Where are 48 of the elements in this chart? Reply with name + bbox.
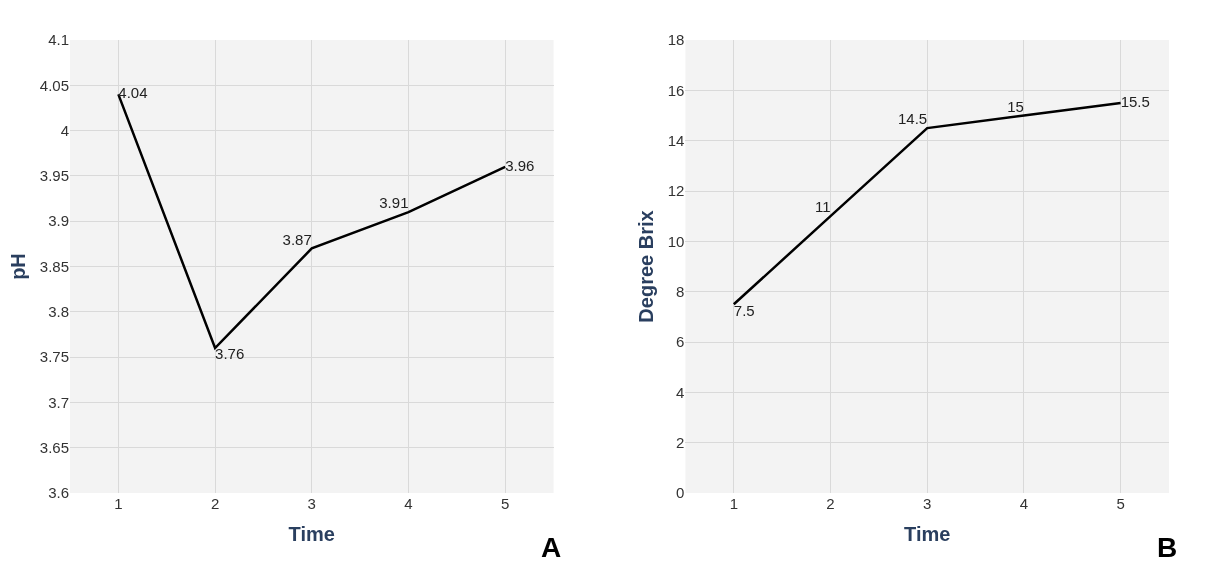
data-label: 3.76	[215, 345, 245, 363]
x-tick-label: 1	[729, 495, 738, 512]
x-tick-label: 4	[1019, 495, 1029, 512]
x-tick-label: 5	[1116, 495, 1125, 512]
x-tick-label: 1	[114, 495, 123, 512]
y-tick-label: 3.65	[39, 438, 69, 456]
y-tick-label: 3.95	[39, 167, 69, 185]
y-tick-label: 3.8	[48, 303, 69, 321]
text: A	[541, 532, 562, 563]
data-label: 3.96	[505, 156, 535, 174]
y-tick-label: 10	[667, 232, 685, 250]
y-tick-label: 16	[667, 81, 685, 99]
y-tick-label: 2	[676, 433, 685, 451]
y-axis-title: pH	[7, 253, 30, 280]
x-axis-title: Time	[288, 522, 335, 545]
y-axis-title: Degree Brix	[635, 210, 658, 323]
x-tick-label: 2	[210, 495, 220, 512]
x-tick-label: 4	[404, 495, 413, 512]
y-tick-label: 18	[667, 31, 685, 49]
y-tick-label: 3.7	[48, 393, 69, 411]
x-tick-label: 5	[501, 495, 510, 512]
y-tick-label: 3.75	[39, 348, 69, 366]
y-tick-label: 4.1	[48, 31, 69, 49]
y-tick-label: 3.85	[39, 257, 69, 275]
y-tick-label: 12	[667, 182, 685, 200]
y-tick-label: 14	[667, 131, 685, 149]
data-label: 11	[814, 198, 831, 216]
data-label: 14.5	[898, 110, 928, 128]
x-tick-label: 3	[923, 495, 932, 512]
line-series	[732, 101, 1122, 306]
text: B	[1157, 532, 1178, 563]
data-label: 7.5	[733, 301, 755, 319]
y-tick-label: 3.9	[48, 212, 69, 230]
data-label: 3.91	[379, 194, 409, 212]
x-axis-title: Time	[904, 522, 951, 545]
x-tick-label: 3	[307, 495, 316, 512]
data-label: 15	[1007, 97, 1024, 115]
data-label: 4.04	[118, 84, 148, 102]
y-tick-label: 4.05	[39, 76, 69, 94]
y-tick-label: 3.6	[48, 484, 69, 502]
y-tick-label: 0	[676, 484, 685, 502]
data-label: 3.87	[282, 230, 312, 248]
y-tick-label: 8	[676, 282, 685, 300]
y-tick-label: 4	[676, 383, 685, 401]
x-tick-label: 2	[826, 495, 835, 512]
y-tick-label: 6	[676, 333, 685, 351]
y-tick-label: 4	[60, 121, 69, 139]
data-label: 15.5	[1120, 92, 1150, 110]
